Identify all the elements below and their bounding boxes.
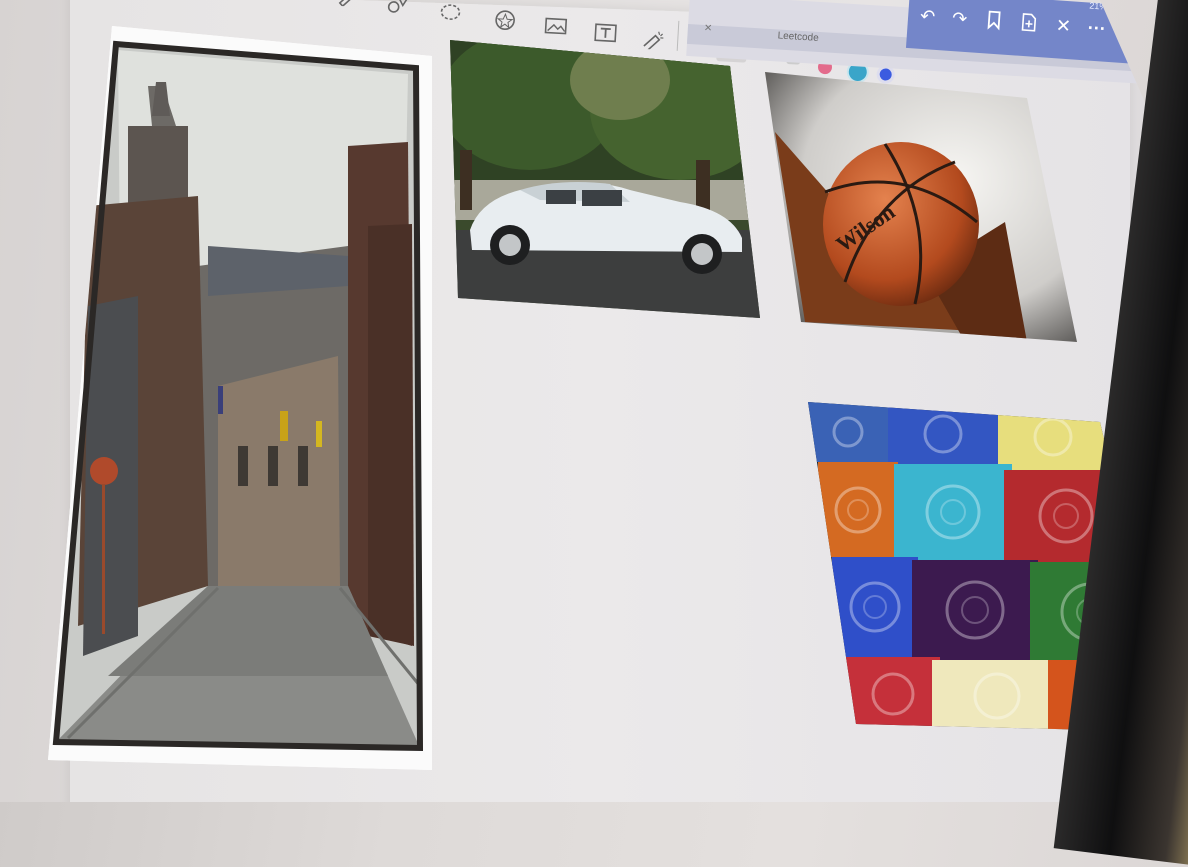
battery-indicator: 21% (1089, 0, 1108, 12)
toolbar-divider (676, 20, 680, 51)
photo-basketball[interactable]: Wilson (765, 72, 1077, 342)
redo-icon[interactable]: ↷ (951, 8, 968, 30)
laser-pointer-icon[interactable] (641, 29, 666, 51)
text-box-icon[interactable] (593, 22, 618, 43)
tab-leetcode[interactable]: Leetcode (777, 25, 819, 49)
photo-car[interactable] (450, 40, 760, 318)
close-icon[interactable]: ✕ (1055, 15, 1072, 37)
car-image (450, 40, 760, 318)
image-icon[interactable] (543, 15, 568, 36)
add-page-icon[interactable] (1019, 12, 1039, 38)
photo-street[interactable] (48, 26, 432, 770)
pen-tool-icon[interactable] (335, 0, 360, 9)
color-swatch-blue[interactable] (879, 68, 893, 81)
lasso-tool-icon[interactable] (279, 0, 304, 6)
sticker-icon[interactable] (492, 8, 517, 30)
shapes-tool-icon[interactable] (386, 0, 411, 16)
tab-close-icon[interactable]: ✕ (703, 22, 713, 35)
nav-bar: ↶ ↷ ✕ ··· 21% (905, 0, 1170, 66)
tablet-screen: Leetcode Stereo ✕ ✕ ↶ ↷ ✕ ··· 21% (0, 0, 1188, 802)
more-icon[interactable]: ··· (1087, 17, 1107, 39)
street-image (48, 26, 432, 770)
lasso-select-icon[interactable] (438, 1, 463, 22)
basketball-image: Wilson (765, 72, 1077, 342)
bookmark-icon[interactable] (985, 9, 1003, 35)
undo-icon[interactable]: ↶ (919, 5, 936, 27)
drawing-toolbar (266, 0, 1149, 99)
tab-leetcode-label: Leetcode (777, 30, 820, 44)
